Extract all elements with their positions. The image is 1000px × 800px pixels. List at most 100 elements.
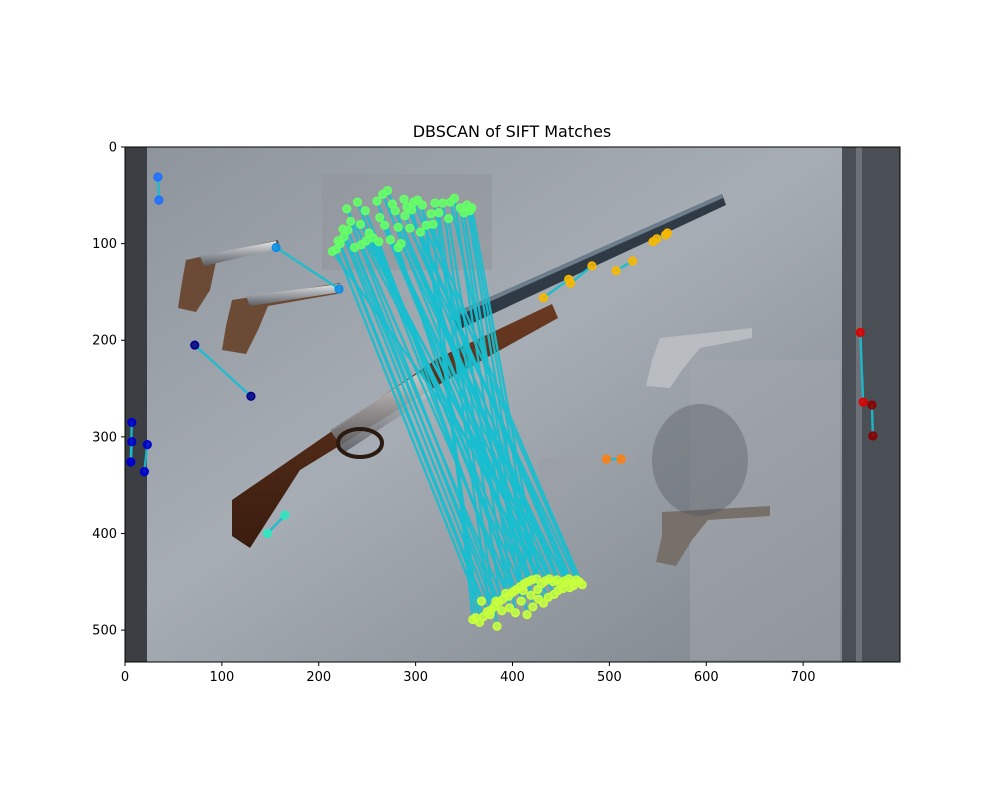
shotgun [452, 194, 726, 330]
keypoint-source [374, 237, 384, 247]
keypoint-target [858, 397, 868, 407]
x-tick-label: 600 [694, 670, 719, 685]
keypoint-target [628, 256, 638, 266]
keypoint-target [497, 606, 507, 616]
keypoint-source [417, 200, 428, 210]
keypoint-source [399, 194, 409, 204]
y-tick-label: 400 [92, 527, 117, 542]
keypoint-target [522, 610, 532, 620]
revolver-5 [656, 506, 770, 566]
keypoint-target [528, 602, 538, 612]
revolver-3 [646, 328, 752, 388]
keypoint-target [660, 230, 671, 240]
y-axis: 0 100 200 300 400 500 [92, 141, 125, 639]
match-line [431, 223, 533, 596]
keypoint-source [142, 439, 152, 450]
keypoint-source [382, 185, 393, 196]
match-line [449, 201, 539, 590]
keypoint-source [393, 242, 403, 253]
keypoint-source [262, 528, 273, 539]
match-line [447, 218, 511, 609]
keypoint-source [400, 211, 410, 221]
revolver-2 [222, 283, 342, 354]
keypoint-source [426, 209, 436, 219]
keypoint-source [438, 198, 448, 208]
y-tick-label: 0 [109, 141, 117, 156]
match-line [335, 248, 485, 618]
keypoint-target [154, 195, 164, 205]
match-line [193, 344, 252, 398]
match-points [126, 172, 878, 631]
keypoint-source [855, 327, 865, 338]
match-line [465, 204, 535, 608]
keypoint-source [434, 208, 444, 218]
match-line [419, 231, 571, 589]
match-line [441, 202, 504, 611]
keypoint-target [501, 588, 511, 598]
match-line [410, 209, 525, 591]
match-lines [129, 176, 875, 627]
keypoint-target [526, 590, 536, 600]
match-line [459, 207, 523, 602]
keypoint-target [538, 598, 549, 608]
y-tick-label: 100 [92, 237, 117, 252]
match-line [870, 404, 875, 436]
match-line [360, 244, 514, 593]
keypoint-source [601, 454, 612, 464]
keypoint-source [153, 172, 163, 182]
keypoint-target [246, 391, 256, 401]
x-tick-label: 200 [306, 670, 331, 685]
revolver-1 [178, 240, 280, 312]
y-tick-label: 200 [92, 334, 117, 349]
match-line [542, 278, 570, 299]
y-tick-label: 500 [92, 624, 117, 639]
x-axis: 0 100 200 300 400 500 600 700 [121, 662, 816, 685]
x-tick-label: 0 [121, 670, 129, 685]
keypoint-source [445, 197, 456, 207]
keypoint-target [139, 467, 149, 477]
keypoint-source [327, 246, 337, 256]
match-line [377, 241, 507, 594]
x-tick-label: 300 [403, 670, 428, 685]
keypoint-target [485, 610, 495, 620]
match-line [331, 250, 575, 587]
photographer-reflection [652, 404, 748, 516]
keypoint-source [380, 220, 390, 230]
keypoint-source [352, 197, 363, 207]
background-photo [125, 147, 900, 662]
match-line [365, 240, 560, 592]
match-line [433, 202, 492, 615]
keypoint-source [467, 203, 477, 213]
keypoint-target [508, 586, 519, 597]
y-tick-label: 300 [92, 430, 117, 445]
keypoint-source [361, 236, 371, 246]
keypoint-target [280, 510, 290, 520]
chart-title: DBSCAN of SIFT Matches [413, 122, 612, 141]
keypoint-source [538, 293, 549, 303]
keypoint-target [518, 585, 528, 596]
keypoint-source [127, 417, 137, 427]
keypoint-target [476, 596, 487, 606]
keypoint-target [468, 614, 478, 625]
keypoint-source [611, 266, 621, 276]
keypoint-source [375, 212, 385, 223]
keypoint-target [334, 284, 344, 294]
keypoint-source [355, 219, 366, 229]
x-tick-label: 400 [500, 670, 525, 685]
keypoint-source [346, 216, 356, 226]
match-line [341, 228, 498, 602]
keypoint-source [405, 223, 415, 233]
match-line [859, 332, 865, 403]
keypoint-source [407, 205, 417, 215]
keypoint-source [867, 400, 877, 410]
match-line [359, 223, 556, 595]
x-tick-label: 100 [209, 670, 234, 685]
keypoint-source [428, 219, 438, 229]
match-line [470, 207, 545, 604]
keypoint-source [338, 224, 348, 234]
keypoint-source [372, 196, 382, 206]
x-tick-label: 700 [791, 670, 816, 685]
keypoint-source [652, 234, 662, 244]
keypoint-source [390, 206, 400, 216]
keypoint-source [566, 278, 576, 288]
